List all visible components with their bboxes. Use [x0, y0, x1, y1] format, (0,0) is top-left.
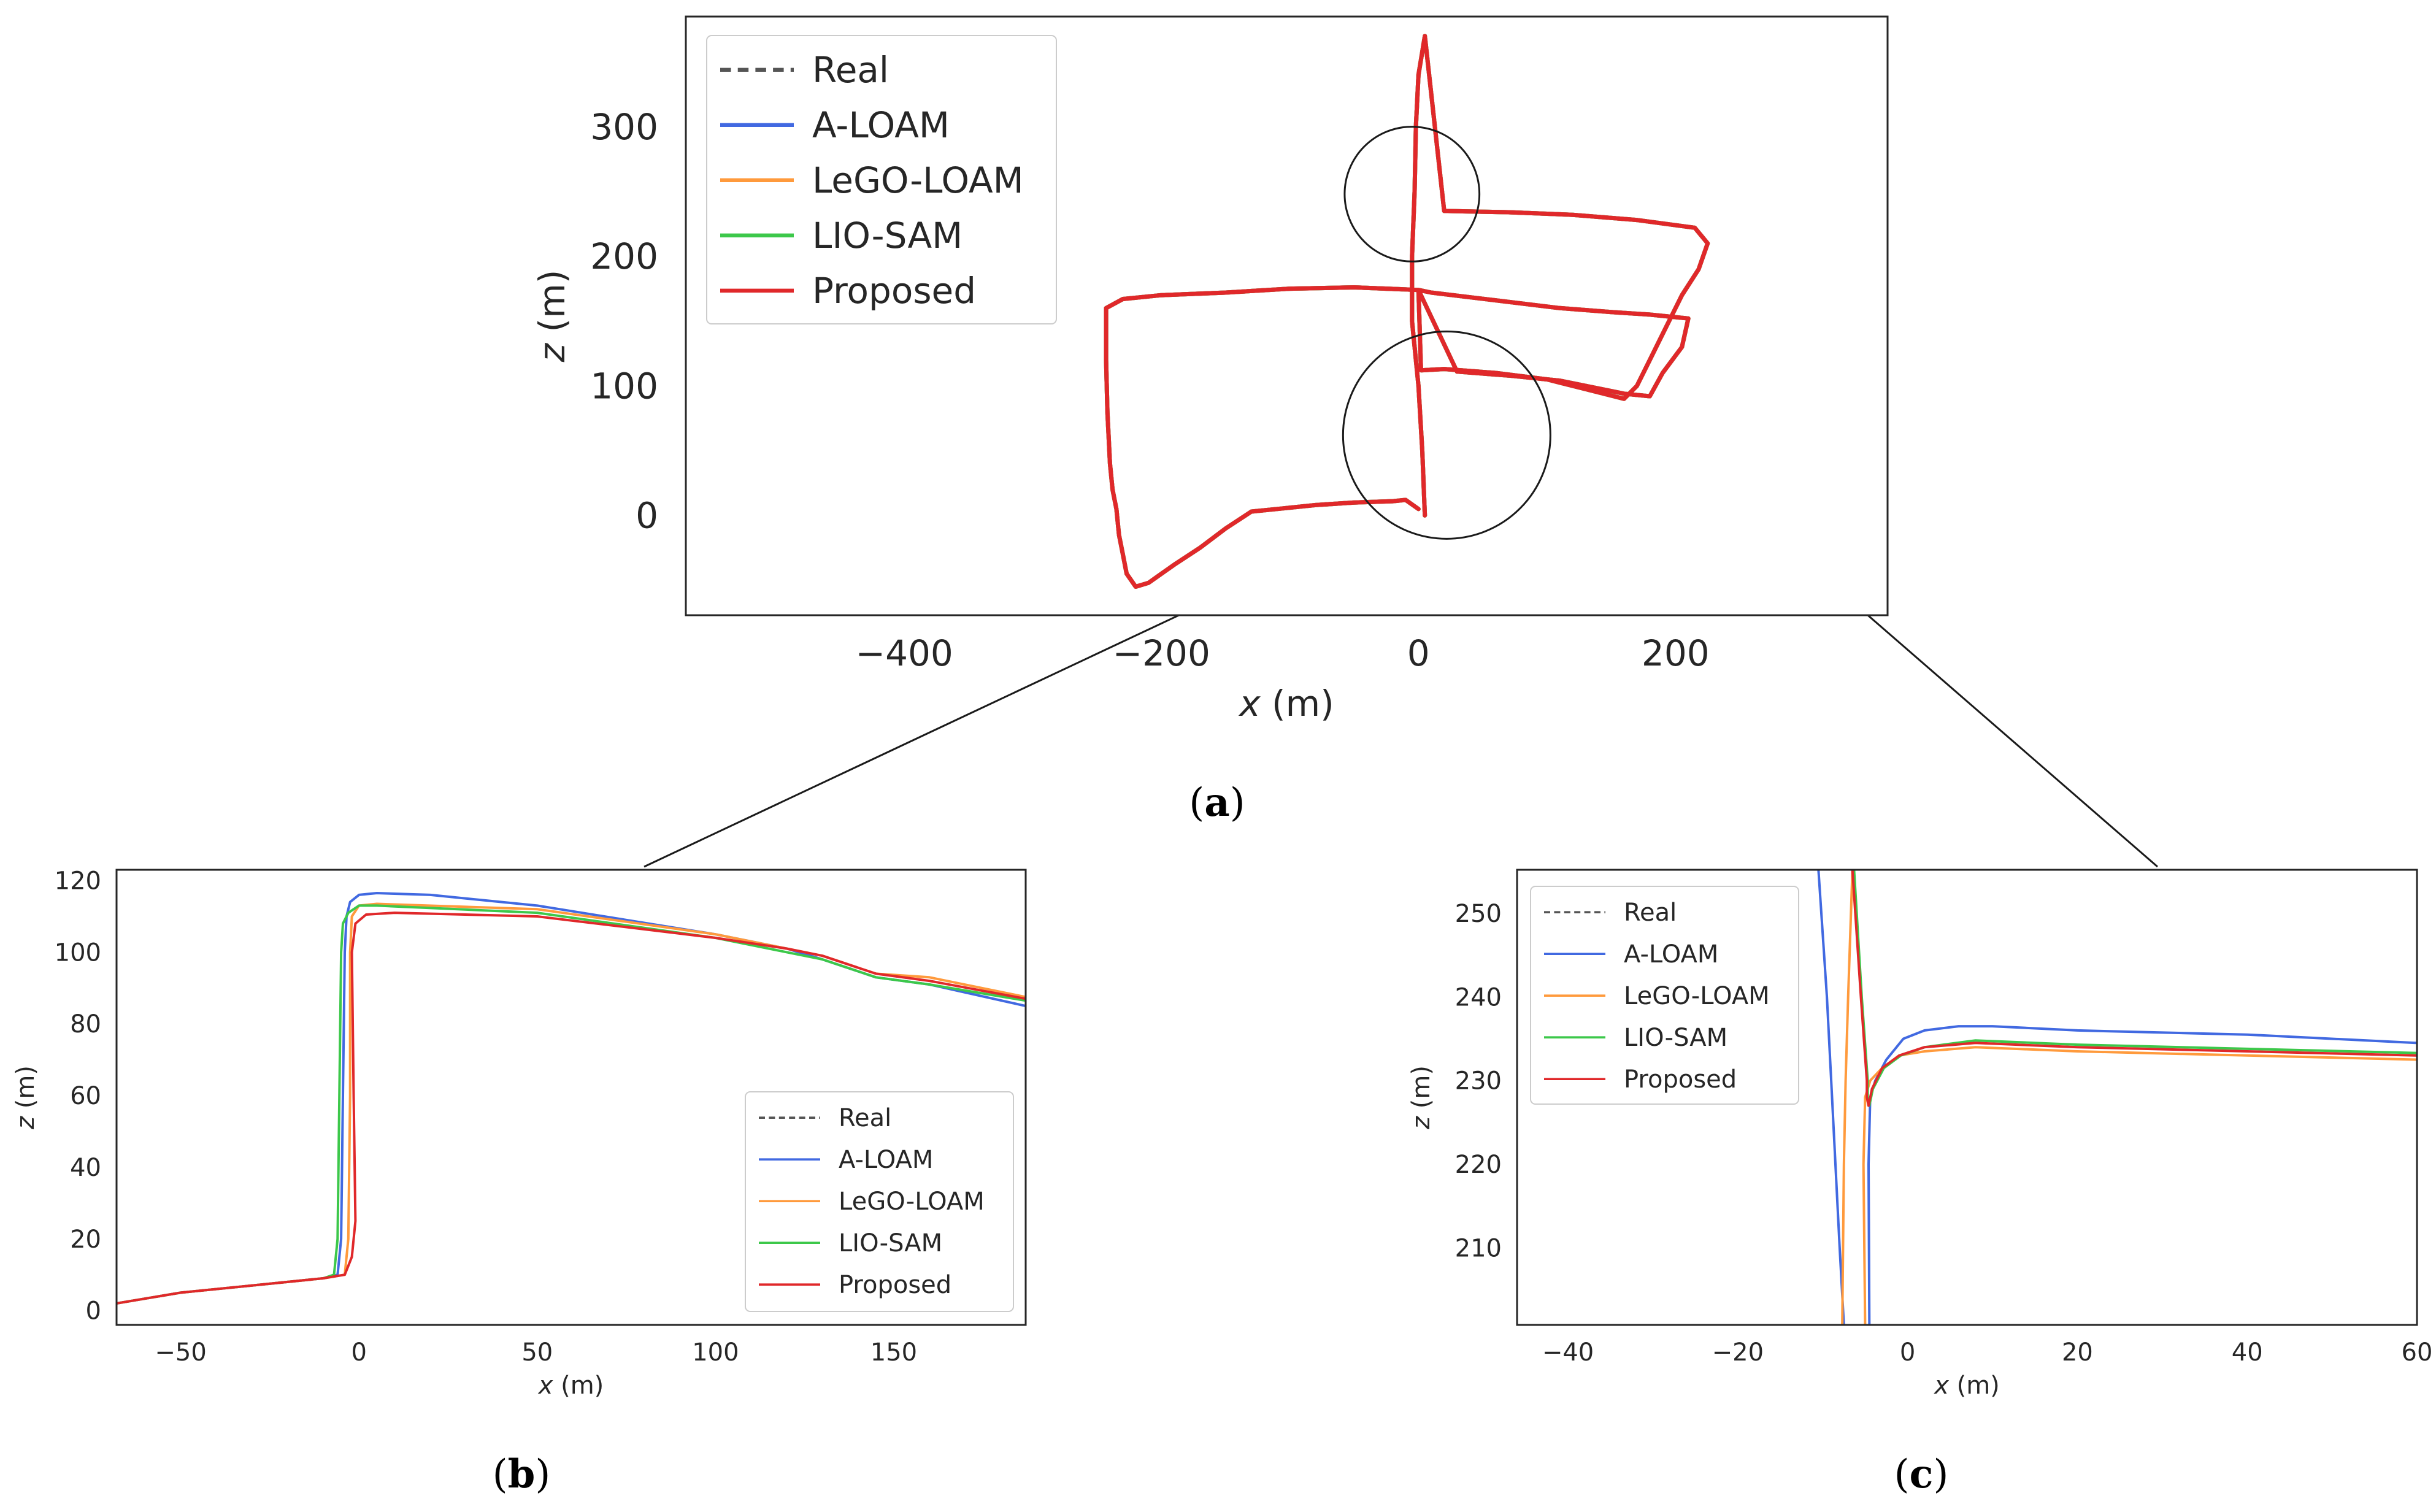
x-tick-label: 20 — [2062, 1338, 2093, 1367]
y-tick-label: 80 — [70, 1010, 101, 1038]
series-line-proposed — [1851, 870, 2417, 1107]
y-tick-label: 230 — [1455, 1067, 1502, 1096]
legend-label: A-LOAM — [839, 1146, 933, 1174]
x-axis-label: x (m) — [1238, 683, 1334, 724]
y-tick-label: 220 — [1455, 1151, 1502, 1179]
x-tick-label: −50 — [155, 1338, 206, 1367]
x-tick-label: 60 — [2402, 1338, 2433, 1367]
series-line-a-loam — [1817, 870, 1845, 1325]
panel-caption-c: (c) — [1894, 1451, 1949, 1497]
legend: Real A-LOAM LeGO-LOAM LIO-SAM Proposed — [745, 1091, 1014, 1312]
y-tick-label: 300 — [590, 106, 658, 148]
y-tick-label: 200 — [590, 236, 658, 277]
legend-label: Real — [812, 49, 889, 91]
x-tick-label: 0 — [1407, 632, 1430, 674]
zoom-circle-1 — [1343, 126, 1481, 263]
y-tick-label: 0 — [636, 495, 658, 537]
legend-label: Proposed — [839, 1271, 951, 1299]
y-tick-label: 20 — [70, 1226, 101, 1254]
legend-label: LeGO-LOAM — [839, 1188, 985, 1216]
x-tick-label: −40 — [1542, 1338, 1594, 1367]
y-tick-label: 210 — [1455, 1235, 1502, 1263]
axes-frame — [685, 15, 1889, 616]
y-tick-label: 60 — [70, 1082, 101, 1110]
y-tick-label: 0 — [86, 1297, 101, 1326]
y-tick-label: 250 — [1455, 900, 1502, 928]
x-tick-label: 40 — [2232, 1338, 2263, 1367]
legend-box — [1530, 886, 1799, 1105]
x-tick-label: −400 — [856, 632, 953, 674]
panel-caption-a: (a) — [1189, 780, 1245, 826]
legend-label: Proposed — [1624, 1065, 1737, 1094]
legend-box — [745, 1091, 1014, 1312]
series-line-proposed — [117, 911, 1026, 1305]
legend-label: Real — [839, 1104, 891, 1132]
trajectory-overview-chart: −400 −200 0 200 0 100 200 300 x (m) z (m) Real A-LO… — [531, 15, 1889, 724]
series-group — [1104, 34, 1710, 589]
series-group — [117, 892, 1026, 1305]
zoom-chart-lower: −50 0 50 100 150 0 20 40 60 80 100 120 x (m) z (m) Rea… — [12, 867, 1027, 1400]
legend-label: LIO-SAM — [839, 1229, 942, 1257]
legend-label: Proposed — [812, 270, 976, 312]
x-tick-label: −200 — [1113, 632, 1210, 674]
y-axis-label: z (m) — [531, 270, 573, 363]
axes-frame — [115, 869, 1027, 1326]
legend-label: LeGO-LOAM — [812, 159, 1024, 201]
x-tick-label: 0 — [351, 1338, 366, 1367]
legend-box — [706, 35, 1057, 324]
legend-label: LeGO-LOAM — [1624, 982, 1770, 1010]
zoom-chart-upper: −40 −20 0 20 40 60 210 220 230 240 250 x (m) z (m) Re… — [1407, 869, 2433, 1400]
series-line-proposed — [1104, 34, 1710, 589]
series-line-a-loam — [1867, 1025, 2417, 1325]
panel-caption-b: (b) — [493, 1451, 551, 1497]
y-tick-label: 120 — [55, 867, 101, 896]
y-tick-label: 240 — [1455, 983, 1502, 1011]
y-axis-label: z (m) — [1407, 1065, 1435, 1130]
legend-label: Real — [1624, 899, 1677, 927]
series-line-lego-loam — [1841, 870, 1854, 1325]
x-tick-label: 50 — [521, 1338, 553, 1367]
x-axis-label: x (m) — [537, 1372, 604, 1400]
x-tick-label: −20 — [1712, 1338, 1764, 1367]
series-group — [1817, 870, 2417, 1325]
legend: Real A-LOAM LeGO-LOAM LIO-SAM Proposed — [1530, 886, 1799, 1105]
legend-label: A-LOAM — [1624, 940, 1718, 969]
axes-frame — [1516, 869, 2418, 1326]
x-axis-label: x (m) — [1933, 1372, 2000, 1400]
y-axis-label: z (m) — [12, 1065, 40, 1130]
x-tick-label: 100 — [692, 1338, 739, 1367]
legend-label: LIO-SAM — [812, 215, 962, 256]
zoom-circle-2 — [1342, 330, 1551, 540]
y-tick-label: 40 — [70, 1154, 101, 1182]
x-tick-label: 0 — [1900, 1338, 1915, 1367]
y-tick-label: 100 — [55, 938, 101, 967]
y-tick-label: 100 — [590, 365, 658, 407]
legend-label: A-LOAM — [812, 104, 950, 146]
legend: Real A-LOAM LeGO-LOAM LIO-SAM Proposed — [706, 35, 1057, 324]
x-tick-label: 200 — [1642, 632, 1710, 674]
x-tick-label: 150 — [870, 1338, 917, 1367]
legend-label: LIO-SAM — [1624, 1024, 1727, 1052]
